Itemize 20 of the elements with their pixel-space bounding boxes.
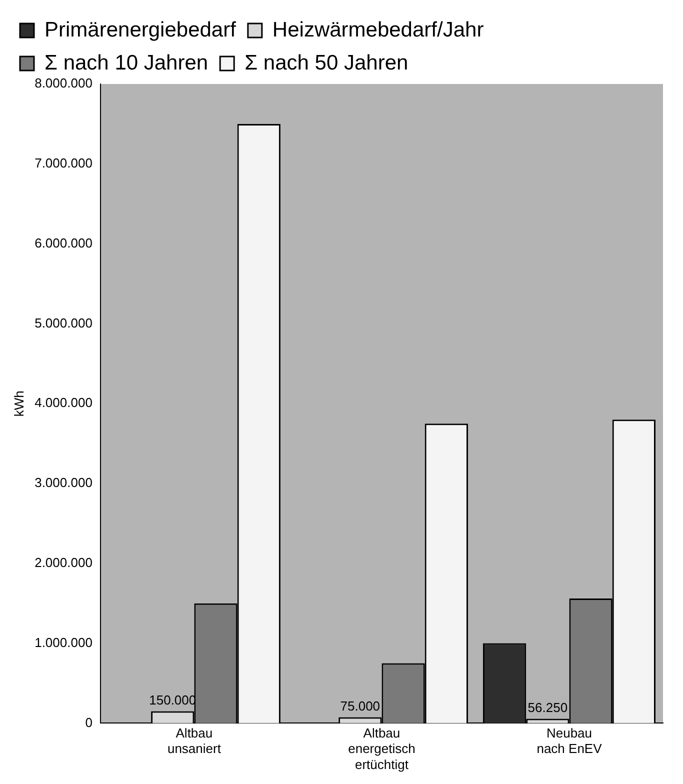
y-tick-label: 7.000.000: [34, 155, 92, 170]
y-axis-title: kWh: [11, 390, 26, 417]
y-tick-label: 0: [85, 714, 92, 730]
legend-label: Primärenergiebedarf: [44, 18, 236, 42]
legend-label: Σ nach 50 Jahren: [244, 51, 408, 74]
y-tick-label: 1.000.000: [34, 634, 92, 650]
x-tick-label: Altbau unsaniert: [167, 726, 222, 756]
data-label: 75.000: [340, 698, 380, 714]
y-tick-label: 2.000.000: [34, 554, 92, 570]
y-tick-label: 6.000.000: [34, 235, 92, 250]
x-tick-label: Neubau nach EnEV: [536, 726, 602, 756]
y-tick-label: 4.000.000: [34, 395, 92, 410]
y-tick-label: 8.000.000: [34, 76, 92, 91]
y-tick-label: 3.000.000: [34, 475, 92, 490]
legend-label: Heizwärmebedarf/Jahr: [272, 18, 484, 42]
data-label: 150.000: [149, 692, 196, 708]
y-tick-label: 5.000.000: [34, 315, 92, 330]
x-tick-label: Altbau energetisch ertüchtigt: [348, 726, 416, 772]
data-label: 56.250: [528, 700, 568, 715]
legend-label: Σ nach 10 Jahren: [44, 51, 208, 74]
